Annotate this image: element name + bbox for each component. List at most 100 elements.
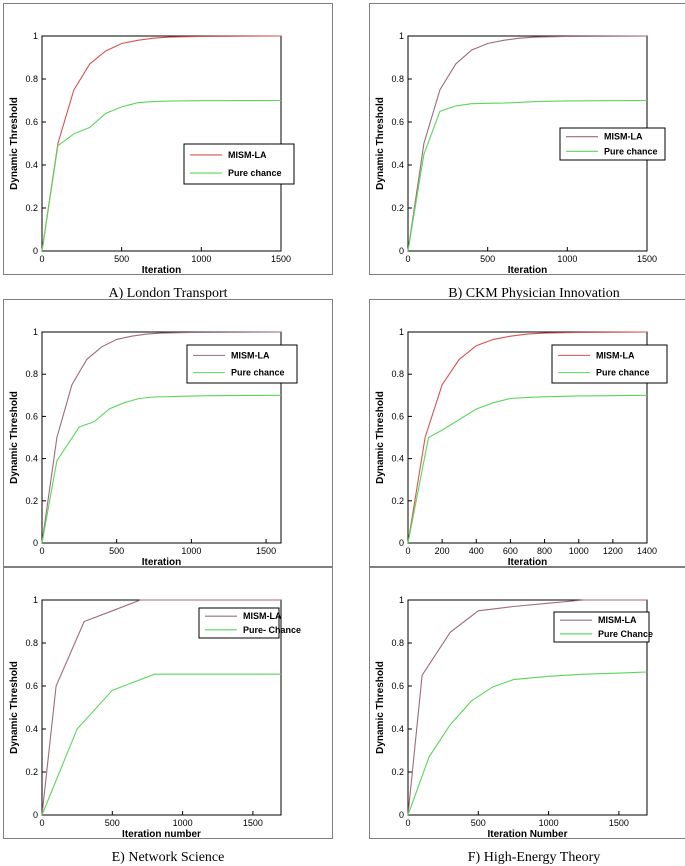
- legend-box: [559, 127, 666, 161]
- x-tick-label: 1500: [637, 254, 657, 264]
- x-tick-label: 1000: [173, 818, 193, 828]
- x-tick-label: 600: [503, 546, 518, 556]
- legend-label: MISM-LA: [228, 150, 267, 160]
- series-line: [41, 35, 282, 252]
- x-tick-label: 1200: [603, 546, 623, 556]
- x-axis-label: Iteration: [142, 557, 181, 568]
- y-tick-label: 0.2: [391, 767, 404, 777]
- series-line: [41, 394, 282, 544]
- series-line: [41, 331, 282, 544]
- chart-panel: 0 0.2 0.4 0.6 0.8 1 0 500 1000 1500 Iteration Dynam…: [3, 3, 333, 276]
- y-tick-label: 0.4: [391, 724, 404, 734]
- y-tick-label: 0.6: [25, 681, 38, 691]
- x-tick-label: 500: [471, 818, 486, 828]
- x-axis-label: Iteration Number: [487, 829, 567, 840]
- y-tick-label: 0.4: [391, 160, 404, 170]
- x-tick-label: 500: [480, 254, 495, 264]
- y-tick-label: 1: [33, 595, 38, 605]
- legend-label: Pure- Chance: [243, 625, 301, 635]
- y-tick-label: 0.2: [25, 767, 38, 777]
- series-line: [41, 599, 281, 816]
- panel-caption: B) CKM Physician Innovation: [448, 286, 620, 301]
- y-tick-label: 0.8: [25, 369, 38, 379]
- y-tick-label: 0: [399, 246, 404, 256]
- legend-label: Pure chance: [228, 168, 282, 178]
- legend-box: [553, 611, 650, 643]
- y-axis-label: Dynamic Threshold: [375, 391, 386, 484]
- y-tick-label: 1: [399, 31, 404, 41]
- legend-label: Pure Chance: [598, 629, 653, 639]
- chart-svg: 0 0.2 0.4 0.6 0.8 1 0 500 1000 1500 Iteration Dynam…: [9, 327, 298, 568]
- y-tick-label: 0.4: [25, 160, 38, 170]
- chart-panel: 0 0.2 0.4 0.6 0.8 1 0 500 1000 1500 Iteration numb…: [3, 567, 333, 840]
- legend-box: [198, 607, 280, 639]
- chart-svg: 0 0.2 0.4 0.6 0.8 1 0 200 400 600 800 1000 1200 1400 I…: [375, 327, 668, 568]
- y-tick-label: 0: [399, 538, 404, 548]
- x-tick-label: 0: [405, 818, 410, 828]
- y-axis-label: Dynamic Threshold: [375, 661, 386, 754]
- y-tick-label: 0.6: [391, 411, 404, 421]
- chart-svg: 0 0.2 0.4 0.6 0.8 1 0 500 1000 1500 Iteration numb…: [9, 595, 301, 840]
- x-tick-label: 800: [537, 546, 552, 556]
- y-tick-label: 1: [33, 327, 38, 337]
- y-tick-label: 0.8: [25, 74, 38, 84]
- x-tick-label: 0: [39, 254, 44, 264]
- series-line: [407, 35, 648, 252]
- x-tick-label: 1500: [271, 254, 291, 264]
- series-line: [41, 673, 281, 816]
- x-tick-label: 1500: [256, 546, 276, 556]
- y-tick-label: 0.6: [25, 411, 38, 421]
- chart-svg: 0 0.2 0.4 0.6 0.8 1 0 500 1000 1500 Iteration Numb…: [375, 595, 653, 840]
- x-tick-label: 200: [435, 546, 450, 556]
- x-axis-label: Iteration: [508, 265, 547, 276]
- y-tick-label: 1: [33, 31, 38, 41]
- x-tick-label: 0: [405, 254, 410, 264]
- x-tick-label: 1000: [181, 546, 201, 556]
- y-tick-label: 0.6: [25, 117, 38, 127]
- y-tick-label: 0.8: [25, 638, 38, 648]
- y-tick-label: 0.2: [25, 203, 38, 213]
- legend-label: Pure chance: [604, 146, 658, 156]
- chart-svg: 0 0.2 0.4 0.6 0.8 1 0 500 1000 1500 Iteration Dynam…: [375, 31, 666, 276]
- x-axis-label: Iteration: [142, 265, 181, 276]
- legend-label: MISM-LA: [231, 350, 270, 360]
- legend-label: MISM-LA: [243, 611, 282, 621]
- y-tick-label: 0.8: [391, 638, 404, 648]
- x-tick-label: 1400: [637, 546, 657, 556]
- plot-frame: [41, 331, 282, 544]
- series-line: [407, 671, 648, 816]
- series-line: [41, 99, 282, 252]
- x-tick-label: 500: [105, 818, 120, 828]
- y-tick-label: 0.4: [25, 724, 38, 734]
- y-tick-label: 1: [399, 595, 404, 605]
- y-tick-label: 0.4: [391, 454, 404, 464]
- y-tick-label: 0.6: [391, 681, 404, 691]
- legend-box: [551, 344, 668, 384]
- y-tick-label: 0.8: [391, 369, 404, 379]
- chart-panel: 0 0.2 0.4 0.6 0.8 1 0 200 400 600 800 1000 1200 1400 I…: [369, 299, 685, 568]
- chart-panel: 0 0.2 0.4 0.6 0.8 1 0 500 1000 1500 Iteration Dynam…: [3, 299, 333, 568]
- x-axis-label: Iteration: [508, 557, 547, 568]
- legend-box: [186, 344, 298, 384]
- series-line: [407, 394, 648, 544]
- plot-frame: [407, 599, 648, 816]
- panel-caption: F) High-Energy Theory: [467, 850, 601, 865]
- y-tick-label: 1: [399, 327, 404, 337]
- y-tick-label: 0.4: [25, 454, 38, 464]
- x-tick-label: 0: [405, 546, 410, 556]
- x-tick-label: 500: [114, 254, 129, 264]
- series-line: [407, 599, 647, 816]
- legend-label: Pure chance: [231, 368, 285, 378]
- y-tick-label: 0.8: [391, 74, 404, 84]
- y-tick-label: 0: [33, 810, 38, 820]
- x-tick-label: 1000: [557, 254, 577, 264]
- y-tick-label: 0: [33, 246, 38, 256]
- y-tick-label: 0.6: [391, 117, 404, 127]
- y-tick-label: 0: [399, 810, 404, 820]
- x-tick-label: 0: [39, 546, 44, 556]
- panel-caption: A) London Transport: [108, 286, 228, 301]
- x-tick-label: 400: [469, 546, 484, 556]
- y-axis-label: Dynamic Threshold: [9, 661, 20, 754]
- series-line: [407, 331, 648, 544]
- x-tick-label: 1500: [243, 818, 263, 828]
